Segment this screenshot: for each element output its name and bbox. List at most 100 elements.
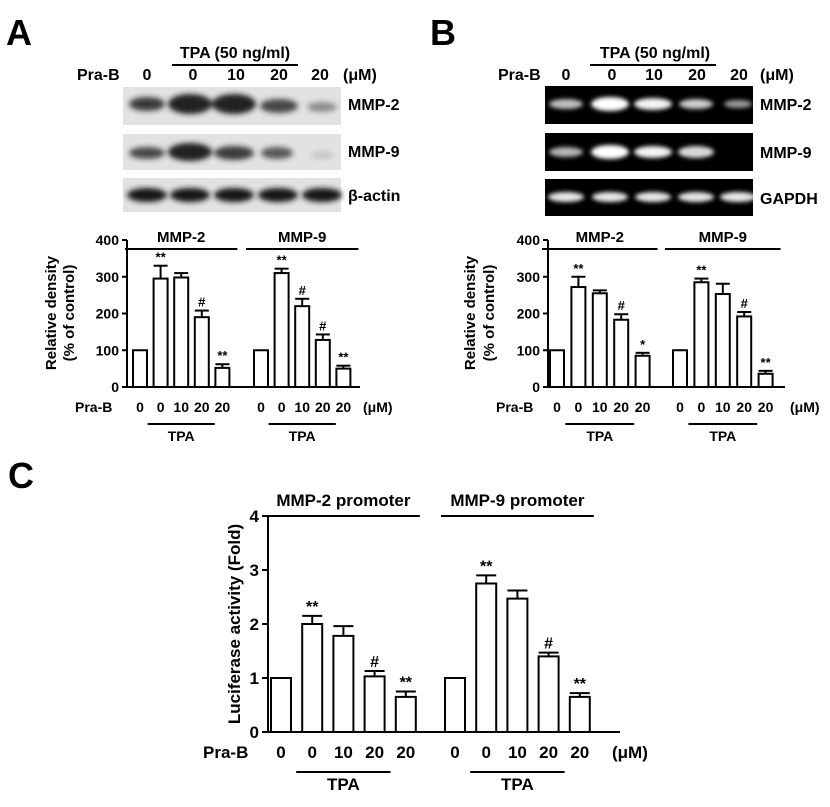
y-axis-label: Relative density: [43, 255, 60, 370]
significance-mark: **: [480, 558, 493, 575]
x-tick-label: 0: [276, 743, 285, 762]
significance-mark: **: [573, 261, 584, 276]
panel-b-lane-1: 0: [562, 67, 571, 84]
treatment-label: TPA: [327, 775, 360, 794]
significance-mark: **: [338, 350, 349, 365]
significance-mark: #: [319, 318, 327, 333]
panel-a-lane-1: 0: [143, 67, 152, 84]
bar: [591, 292, 608, 389]
y-tick-label: 0: [532, 379, 540, 395]
panel-b: B TPA (50 ng/ml) Pra-B 0 0 10 20 20 (μM)…: [430, 12, 818, 216]
bar: [294, 305, 311, 388]
panel-b-letter: B: [430, 12, 456, 53]
x-row-label: Pra-B: [496, 399, 533, 415]
significance-mark: #: [370, 654, 379, 671]
x-tick-label: 20: [539, 743, 558, 762]
panel-b-lane-5: 20: [730, 67, 748, 84]
panel-a-lane-4: 20: [270, 67, 288, 84]
y-tick-label: 4: [250, 507, 260, 526]
y-tick-label: 200: [96, 306, 120, 322]
x-tick-label: 10: [294, 399, 310, 415]
bar: [613, 318, 630, 388]
bar: [152, 277, 169, 388]
x-unit-label: (μM): [790, 399, 820, 415]
treatment-label: TPA: [168, 428, 195, 444]
bar: [672, 349, 688, 388]
x-tick-label: 0: [450, 743, 459, 762]
significance-mark: #: [198, 295, 206, 310]
y-axis-label: Relative density: [462, 255, 479, 370]
bar: [214, 366, 231, 389]
x-unit-label: (μM): [363, 399, 393, 415]
bar: [444, 677, 466, 733]
x-row-label: Pra-B: [203, 743, 248, 762]
bar: [537, 655, 560, 734]
treatment-label: TPA: [289, 428, 316, 444]
group-label: MMP-2: [157, 229, 205, 246]
bar: [394, 695, 417, 734]
treatment-label: TPA: [709, 428, 736, 444]
gel-b-gapdh: [545, 179, 756, 216]
panel-a-lane-5: 20: [311, 67, 329, 84]
x-tick-label: 20: [336, 399, 352, 415]
y-tick-label: 3: [250, 561, 259, 580]
panel-a-unit: (μM): [343, 67, 377, 84]
y-tick-label: 0: [111, 379, 119, 395]
bar: [506, 597, 529, 733]
bar: [714, 293, 731, 388]
significance-mark: #: [741, 296, 749, 311]
x-tick-label: 0: [157, 399, 165, 415]
x-row-label: Pra-B: [75, 399, 112, 415]
x-tick-label: 10: [715, 399, 731, 415]
chart-c: 0 1 2 3 4 Luciferase activity (Fold) Pra-B (μM)…: [203, 491, 648, 794]
significance-mark: #: [299, 283, 307, 298]
x-tick-label: 20: [570, 743, 589, 762]
blot-a-mmp2: [123, 87, 341, 125]
y-tick-label: 0: [250, 723, 259, 742]
bar: [363, 675, 386, 734]
panel-a-row-label: Pra-B: [77, 67, 120, 84]
bar: [757, 372, 774, 388]
x-tick-label: 0: [676, 399, 684, 415]
x-tick-label: 20: [758, 399, 774, 415]
significance-mark: **: [400, 675, 413, 692]
y-tick-label: 200: [517, 306, 541, 322]
significance-mark: #: [618, 298, 626, 313]
y-tick-label: 300: [96, 269, 120, 285]
x-tick-label: 0: [257, 399, 265, 415]
x-tick-label: 20: [396, 743, 415, 762]
panel-b-treatment-label: TPA (50 ng/ml): [600, 45, 710, 62]
gel-b-mmp2: [545, 86, 753, 124]
y-tick-label: 400: [96, 232, 120, 248]
y-tick-label: 2: [250, 615, 259, 634]
bar: [736, 315, 753, 388]
y-axis-label: (% of control): [61, 265, 78, 362]
panel-b-row-label: Pra-B: [498, 67, 541, 84]
significance-mark: *: [640, 337, 646, 352]
x-tick-label: 10: [173, 399, 189, 415]
blot-a-label-mmp9: MMP-9: [348, 144, 400, 161]
bar: [693, 281, 710, 389]
x-tick-label: 0: [698, 399, 706, 415]
blot-a-label-beta-actin: β-actin: [348, 188, 400, 205]
gel-b-label-mmp9: MMP-9: [760, 145, 812, 162]
group-label: MMP-9: [278, 229, 326, 246]
bar: [132, 349, 148, 388]
y-tick-label: 100: [96, 342, 120, 358]
bar: [335, 367, 352, 388]
panel-a: A TPA (50 ng/ml) Pra-B 0 0 10 20 20 (μM)…: [6, 12, 400, 212]
group-label: MMP-2: [576, 229, 624, 246]
x-tick-label: 20: [736, 399, 752, 415]
gel-b-label-gapdh: GAPDH: [760, 191, 818, 208]
bar: [301, 623, 324, 733]
x-tick-label: 20: [613, 399, 629, 415]
significance-mark: **: [696, 263, 707, 278]
bar: [253, 349, 269, 388]
bar: [634, 354, 651, 389]
panel-a-letter: A: [6, 12, 32, 53]
panel-b-lane-4: 20: [688, 67, 706, 84]
panel-b-lane-3: 10: [645, 67, 663, 84]
x-tick-label: 20: [215, 399, 231, 415]
